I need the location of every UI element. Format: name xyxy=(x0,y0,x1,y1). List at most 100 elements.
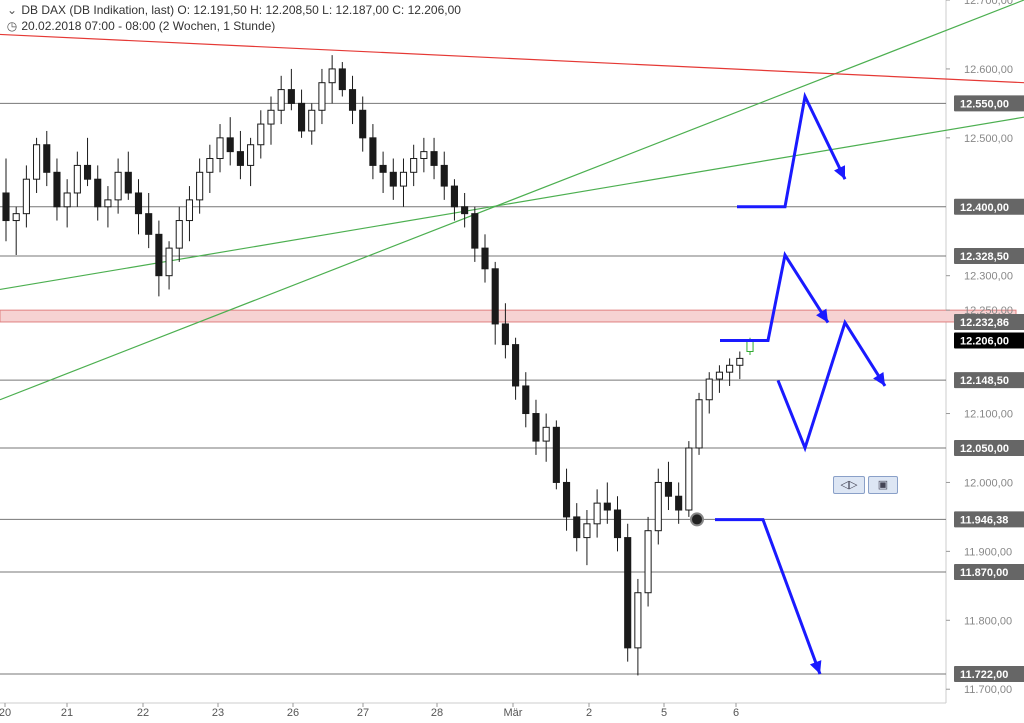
candle-body xyxy=(583,523,591,539)
candle-body xyxy=(399,171,408,187)
level-tag-bg xyxy=(954,439,1024,456)
candle-body xyxy=(461,206,469,215)
candle-body xyxy=(471,213,479,249)
candle-body xyxy=(175,220,183,249)
arrowhead-icon xyxy=(873,372,885,386)
candle-body xyxy=(134,192,143,215)
candle-body xyxy=(501,323,509,346)
projection-arrow[interactable] xyxy=(737,91,847,209)
y-tick-label: 12.300,00 xyxy=(964,271,1013,283)
candle-body xyxy=(63,192,71,208)
trend-line-green[interactable] xyxy=(0,0,1024,401)
candle-body xyxy=(257,123,265,146)
trend-line-green[interactable] xyxy=(0,116,1024,291)
candle-body xyxy=(552,426,560,483)
candle-body xyxy=(369,137,377,166)
candle-body xyxy=(185,199,194,222)
x-tick-label: 2 xyxy=(586,707,592,719)
candle-body xyxy=(53,171,61,208)
chart-header-instrument: ⌄ DB DAX (DB Indikation, last) O: 12.191… xyxy=(6,3,461,17)
candle-body xyxy=(114,171,122,201)
candle-body xyxy=(226,137,234,153)
y-tick-label: 11.900,00 xyxy=(964,546,1012,558)
candle-body xyxy=(613,509,622,539)
candle-body xyxy=(308,109,316,132)
arrowhead-icon xyxy=(834,165,845,180)
level-tag-bg xyxy=(954,666,1024,683)
candle-body xyxy=(410,158,418,173)
level-tag: 12.050,00 xyxy=(960,443,1009,455)
x-tick-label: 28 xyxy=(431,707,443,719)
arrow-down-icon[interactable]: ⌄ xyxy=(6,3,18,17)
y-tick-label: 12.700,00 xyxy=(964,0,1013,7)
candle-body xyxy=(104,199,112,208)
candle-body xyxy=(522,385,530,415)
candle-body xyxy=(420,151,428,160)
y-tick-label: 11.800,00 xyxy=(964,615,1012,627)
x-tick-label: 22 xyxy=(137,707,149,719)
projection-arrow[interactable] xyxy=(776,319,887,453)
candle-body xyxy=(12,213,20,222)
instrument-label: DB DAX (DB Indikation, last) xyxy=(21,3,175,17)
level-tag-bg xyxy=(954,511,1024,528)
trend-line-red[interactable] xyxy=(0,33,1024,84)
projection-arrow[interactable] xyxy=(715,518,822,675)
candle-body xyxy=(705,378,713,401)
candle-body xyxy=(664,481,673,497)
candle-body xyxy=(685,447,693,511)
candle-body xyxy=(348,89,357,111)
candle-body xyxy=(736,357,744,366)
candle-body xyxy=(196,171,204,201)
candle-body xyxy=(2,192,10,222)
x-tick-label: 6 xyxy=(733,707,739,719)
candle-body xyxy=(33,144,41,180)
arrowhead-icon xyxy=(816,308,828,323)
candle-body xyxy=(247,144,255,166)
level-tag: 12.328,50 xyxy=(960,251,1009,263)
candle-body xyxy=(287,89,295,104)
candle-body xyxy=(654,481,662,532)
candle-body xyxy=(593,502,601,525)
y-tick-label: 12.500,00 xyxy=(964,133,1013,145)
level-tag: 12.550,00 xyxy=(960,98,1009,110)
level-tag: 12.400,00 xyxy=(960,202,1009,214)
ohlc-label: O: 12.191,50 H: 12.208,50 L: 12.187,00 C… xyxy=(177,3,461,17)
level-tag: 11.946,38 xyxy=(960,514,1008,526)
properties-icon[interactable]: ▣ xyxy=(868,476,898,494)
projection-arrow[interactable] xyxy=(720,251,830,342)
y-tick-label: 11.700,00 xyxy=(964,684,1012,696)
arrowhead-icon xyxy=(809,660,822,675)
level-marker-dot[interactable] xyxy=(690,512,704,527)
candle-body xyxy=(624,537,632,649)
candle-body xyxy=(236,151,244,166)
candle-body xyxy=(450,185,458,208)
period-label: 20.02.2018 07:00 - 08:00 (2 Wochen, 1 St… xyxy=(21,19,276,33)
candle-body xyxy=(644,530,652,594)
candle-body xyxy=(145,213,153,235)
candle-body xyxy=(43,144,51,173)
candle-body xyxy=(746,339,754,352)
candle-body xyxy=(165,247,173,277)
zone-tag: 12.232,86 xyxy=(960,317,1009,329)
pan-icon[interactable]: ◁▷ xyxy=(833,476,865,494)
candle-body xyxy=(430,151,438,166)
candle-body xyxy=(206,158,214,173)
candle-body xyxy=(359,109,367,139)
candle-body xyxy=(726,364,734,373)
y-tick-label: 12.000,00 xyxy=(964,477,1013,489)
chart-header-period: ◷ 20.02.2018 07:00 - 08:00 (2 Wochen, 1 … xyxy=(6,19,276,33)
candle-body xyxy=(603,502,611,511)
x-tick-label: 23 xyxy=(212,707,224,719)
current-price-tag: 12.206,00 xyxy=(960,335,1009,347)
candle-body xyxy=(338,68,346,91)
zone-tag-bg xyxy=(954,313,1024,330)
candle-body xyxy=(481,247,489,270)
candle-body xyxy=(318,82,326,111)
candle-body xyxy=(695,399,703,449)
level-tag-bg xyxy=(954,248,1024,265)
clock-icon: ◷ xyxy=(6,19,18,33)
candle-body xyxy=(73,164,81,194)
candle-body xyxy=(267,109,275,125)
